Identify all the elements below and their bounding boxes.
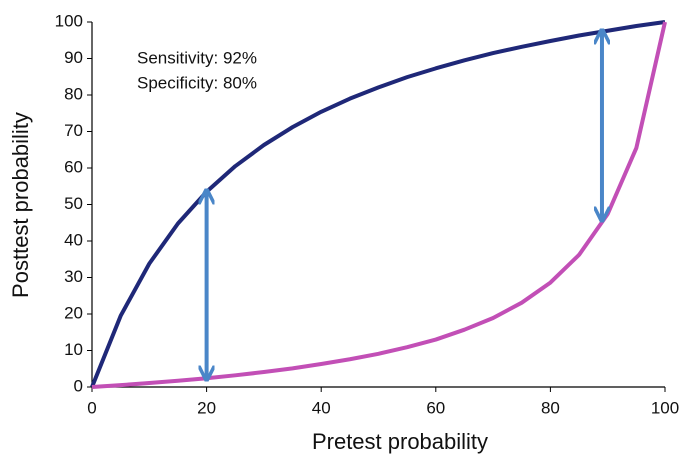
y-tick-label: 60: [64, 157, 83, 176]
x-tick-label: 80: [541, 398, 560, 417]
x-tick-label: 60: [426, 398, 445, 417]
y-tick-label: 80: [64, 84, 83, 103]
y-tick-label: 40: [64, 230, 83, 249]
y-tick-label: 10: [64, 340, 83, 359]
y-tick-label: 0: [74, 376, 83, 395]
y-tick-label: 70: [64, 121, 83, 140]
y-tick-label: 90: [64, 48, 83, 67]
series-line: [90, 20, 666, 388]
y-tick-label: 20: [64, 303, 83, 322]
x-tick-label: 20: [197, 398, 216, 417]
annotation: Specificity: 80%: [137, 73, 257, 92]
annotation: Sensitivity: 92%: [137, 48, 257, 67]
x-tick-label: 0: [87, 398, 96, 417]
y-tick-label: 50: [64, 194, 83, 213]
x-tick-label: 100: [651, 398, 679, 417]
x-tick-label: 40: [312, 398, 331, 417]
series-line: [91, 21, 667, 389]
x-axis-label: Pretest probability: [312, 429, 488, 454]
y-tick-label: 100: [55, 11, 83, 30]
y-tick-label: 30: [64, 267, 83, 286]
y-axis-label: Posttest probability: [8, 112, 33, 298]
